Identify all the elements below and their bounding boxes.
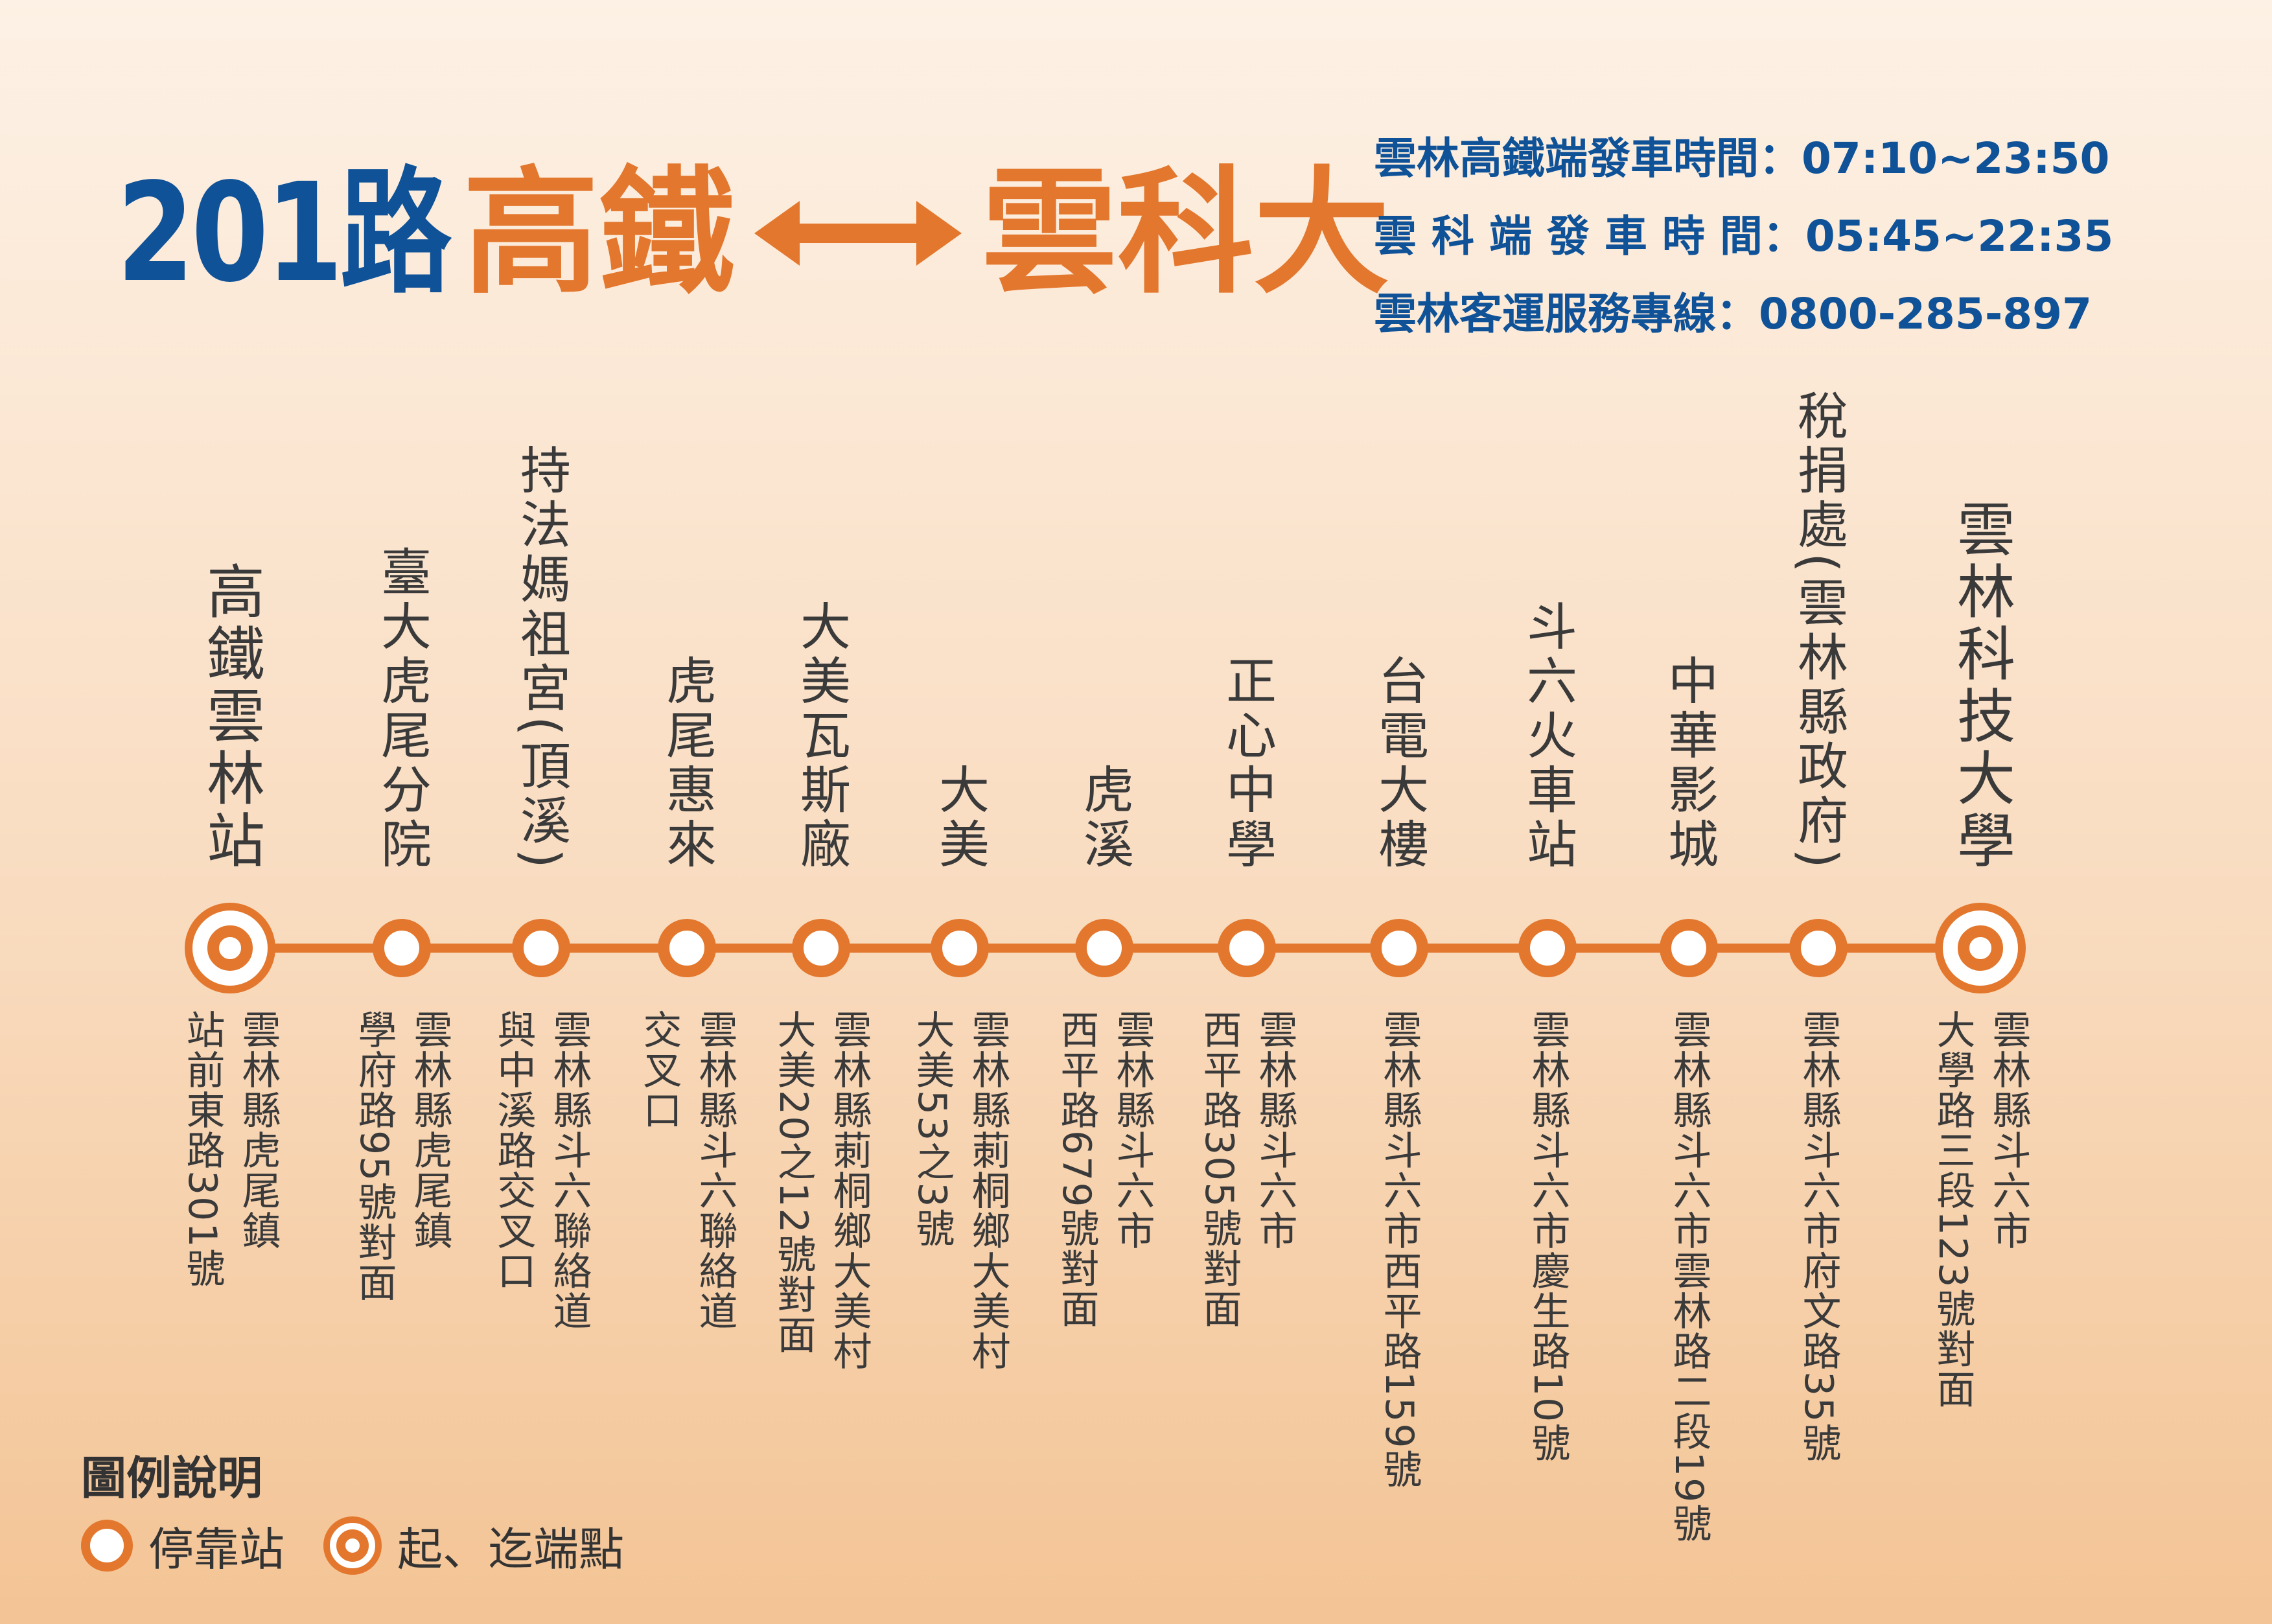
yuntech-departure-time: 雲 科 端 發 車 時 間：05:45~22:35 bbox=[1374, 211, 2114, 261]
stop-address-line: 站前東路301號 bbox=[180, 1010, 225, 1289]
stop-address-line: 雲林縣虎尾鎮 bbox=[235, 1010, 281, 1251]
stop-name: 正心中學 bbox=[1218, 655, 1276, 872]
stop-name: 雲林科技大學 bbox=[1947, 499, 2015, 872]
stop-address: 雲林縣斗六市 西平路305號對面 bbox=[1191, 1010, 1303, 1329]
stop-marker bbox=[1075, 919, 1133, 977]
legend-title: 圖例說明 bbox=[81, 1452, 262, 1505]
stop-address: 雲林縣斗六市雲林路二段19號 bbox=[1661, 1010, 1717, 1544]
stop-address: 雲林縣斗六聯絡道 與中溪路交叉口 bbox=[485, 1010, 597, 1331]
stop-name: 持法媽祖宮(頂溪) bbox=[512, 444, 570, 872]
stop-address: 雲林縣斗六市西平路159號 bbox=[1371, 1010, 1427, 1490]
stop-address-line: 雲林縣莿桐鄉大美村 bbox=[965, 1010, 1010, 1371]
stop-address: 雲林縣斗六市府文路35號 bbox=[1791, 1010, 1846, 1463]
stop-address-line: 大美53之3號 bbox=[909, 1010, 955, 1249]
stop-address-line: 大學路三段123號對面 bbox=[1930, 1010, 1975, 1409]
legend-terminal-label: 起、迄端點 bbox=[397, 1522, 624, 1576]
route-destination: 雲科大 bbox=[981, 154, 1390, 312]
stop-address-line: 雲林縣斗六聯絡道 bbox=[546, 1010, 592, 1331]
stop-marker bbox=[512, 919, 570, 977]
stop-address: 雲林縣虎尾鎮 站前東路301號 bbox=[174, 1010, 286, 1289]
stop-address-line: 雲林縣斗六市府文路35號 bbox=[1796, 1010, 1841, 1464]
stop-name: 臺大虎尾分院 bbox=[373, 546, 431, 872]
stop-name: 斗六火車站 bbox=[1518, 600, 1577, 872]
stop-marker-icon bbox=[81, 1520, 133, 1572]
stop-address-line: 雲林縣斗六市雲林路二段19號 bbox=[1666, 1010, 1711, 1544]
route-number: 201路 bbox=[117, 154, 452, 312]
stop-address: 雲林縣斗六市 西平路679號對面 bbox=[1049, 1010, 1160, 1329]
schedule-info: 雲林高鐵端發車時間：07:10~23:50 雲 科 端 發 車 時 間：05:4… bbox=[1374, 120, 2113, 353]
stop-address-line: 雲林縣斗六市 bbox=[1252, 1010, 1297, 1251]
stop-address: 雲林縣虎尾鎮 學府路95號對面 bbox=[346, 1010, 458, 1303]
stop-address-line: 學府路95號對面 bbox=[351, 1010, 397, 1303]
stop-marker bbox=[1218, 919, 1276, 977]
stop-address-line: 西平路305號對面 bbox=[1196, 1010, 1242, 1329]
stop-name: 高鐵雲林站 bbox=[196, 561, 264, 872]
terminal-stop-marker bbox=[185, 903, 275, 993]
stop-address: 雲林縣斗六聯絡道 交叉口 bbox=[631, 1010, 743, 1331]
route-title: 201路 高鐵 雲科大 bbox=[117, 149, 1389, 318]
legend: 停靠站 起、迄端點 bbox=[81, 1513, 624, 1578]
legend-stop-label: 停靠站 bbox=[148, 1522, 284, 1576]
stop-address-line: 雲林縣斗六市西平路159號 bbox=[1376, 1010, 1422, 1490]
stop-address-line: 大美20之12號對面 bbox=[771, 1010, 816, 1355]
service-hotline: 雲林客運服務專線：0800-285-897 bbox=[1374, 289, 2092, 339]
stop-address: 雲林縣斗六市慶生路10號 bbox=[1520, 1010, 1575, 1463]
stop-address-line: 西平路679號對面 bbox=[1054, 1010, 1099, 1329]
stop-address-line: 雲林縣斗六聯絡道 bbox=[692, 1010, 737, 1331]
stop-address: 雲林縣莿桐鄉大美村 大美20之12號對面 bbox=[765, 1010, 877, 1371]
stop-name: 虎尾惠來 bbox=[658, 655, 716, 872]
stop-marker bbox=[1370, 919, 1428, 977]
stop-marker bbox=[1518, 919, 1577, 977]
stop-marker bbox=[1660, 919, 1718, 977]
stop-name: 台電大樓 bbox=[1370, 655, 1428, 872]
stop-address-line: 雲林縣斗六市 bbox=[1986, 1010, 2031, 1251]
stop-address-line: 雲林縣莿桐鄉大美村 bbox=[826, 1010, 872, 1371]
stop-name: 大美瓦斯廠 bbox=[792, 600, 850, 872]
stop-name: 大美 bbox=[931, 763, 989, 872]
stop-name: 虎溪 bbox=[1075, 763, 1133, 872]
hsr-departure-time: 雲林高鐵端發車時間：07:10~23:50 bbox=[1374, 133, 2110, 183]
double-arrow-icon bbox=[754, 201, 962, 266]
stop-name: 中華影城 bbox=[1660, 655, 1718, 872]
stop-address-line: 雲林縣虎尾鎮 bbox=[407, 1010, 452, 1251]
route-origin: 高鐵 bbox=[463, 154, 736, 312]
stop-name: 稅捐處(雲林縣政府) bbox=[1789, 389, 1848, 872]
stop-address: 雲林縣斗六市 大學路三段123號對面 bbox=[1925, 1010, 2036, 1409]
stop-address: 雲林縣莿桐鄉大美村 大美53之3號 bbox=[904, 1010, 1015, 1371]
terminal-stop-marker bbox=[1935, 903, 2026, 993]
stop-address-line: 交叉口 bbox=[636, 1010, 682, 1130]
terminal-marker-icon bbox=[323, 1516, 382, 1575]
stop-marker bbox=[658, 919, 716, 977]
stop-marker bbox=[792, 919, 850, 977]
stop-marker bbox=[931, 919, 989, 977]
stop-address-line: 雲林縣斗六市 bbox=[1109, 1010, 1155, 1251]
stop-marker bbox=[1789, 919, 1848, 977]
stop-address-line: 雲林縣斗六市慶生路10號 bbox=[1525, 1010, 1570, 1464]
stop-address-line: 與中溪路交叉口 bbox=[491, 1010, 536, 1291]
stop-marker bbox=[373, 919, 431, 977]
